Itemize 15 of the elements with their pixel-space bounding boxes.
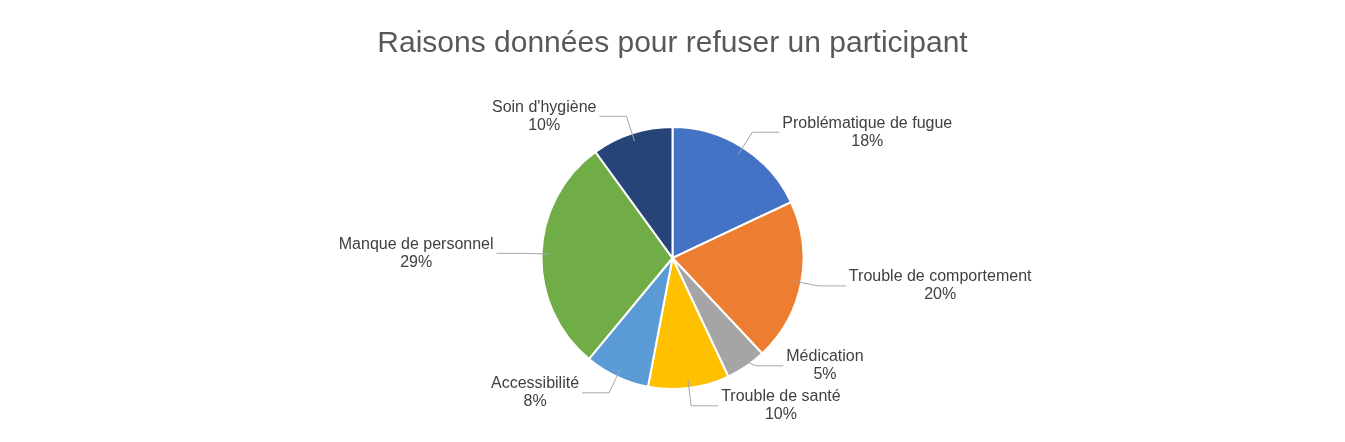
- slice-label: Médication: [786, 347, 864, 365]
- data-label: 10%: [528, 115, 561, 133]
- slice-label: Manque de personnel: [338, 234, 494, 252]
- slice-label: Problématique de fugue: [782, 113, 953, 131]
- data-label: 10%: [764, 405, 797, 423]
- data-label: 5%: [813, 365, 837, 383]
- data-label: 18%: [851, 131, 884, 149]
- slice-label: Trouble de santé: [721, 387, 841, 405]
- slice-label: Accessibilité: [491, 374, 580, 392]
- slice-label: Trouble de comportement: [848, 267, 1033, 285]
- slice-label: Soin d'hygiène: [491, 97, 597, 115]
- data-label: 8%: [523, 392, 547, 410]
- data-label: 29%: [400, 252, 433, 270]
- chart-title: Raisons données pour refuser un participant: [377, 25, 969, 59]
- data-label: 20%: [924, 285, 957, 303]
